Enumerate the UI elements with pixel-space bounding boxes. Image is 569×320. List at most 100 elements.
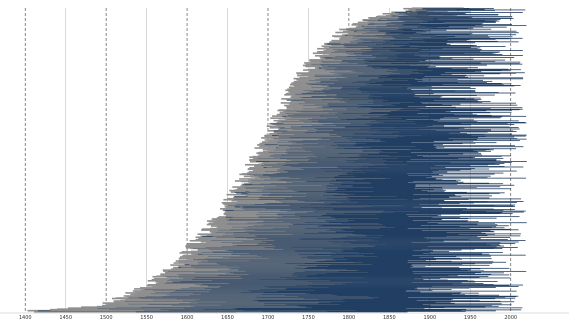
bar-interval <box>249 260 427 262</box>
bar-interval <box>278 136 515 138</box>
bar-interval <box>324 146 524 148</box>
bar-interval <box>371 50 523 51</box>
bar-interval <box>313 210 526 212</box>
bar-interval <box>277 141 412 143</box>
bar-interval <box>363 72 525 74</box>
bar-interval <box>210 240 526 241</box>
bar-interval <box>354 39 448 41</box>
bar-interval <box>395 12 523 13</box>
bar-interval <box>172 281 498 282</box>
bar-interval <box>341 135 526 137</box>
x-tick-label: 1650 <box>221 315 234 320</box>
bar-interval <box>311 87 471 88</box>
x-tick-label: 1850 <box>383 315 396 320</box>
bar-interval <box>299 119 474 121</box>
bar-interval <box>266 241 519 243</box>
bar-interval <box>257 221 428 223</box>
bar-interval <box>334 50 481 52</box>
bar-interval <box>173 290 517 292</box>
bar-interval <box>229 283 484 284</box>
bar-interval <box>317 128 520 130</box>
bar-interval <box>311 120 519 122</box>
bar-interval <box>169 292 462 294</box>
bar-interval <box>310 83 512 85</box>
x-tick-label: 1450 <box>59 315 72 320</box>
bar-interval <box>357 38 496 40</box>
bar-interval <box>328 112 491 114</box>
bar-interval <box>164 282 462 284</box>
bar-interval <box>360 49 482 50</box>
bar-interval <box>378 19 497 21</box>
bar-interval <box>244 186 477 188</box>
bar-interval <box>240 276 489 277</box>
bar-interval <box>282 115 527 117</box>
bar-interval <box>300 177 526 179</box>
bar-interval <box>226 265 411 267</box>
bar-interval <box>295 190 445 192</box>
bar-interval <box>402 24 513 26</box>
bar-interval <box>265 208 467 209</box>
bar-interval <box>246 187 415 189</box>
bar-interval <box>327 103 461 105</box>
bar-interval <box>300 126 426 127</box>
bar-interval <box>343 44 477 46</box>
bar-interval <box>124 300 501 302</box>
bar-interval <box>330 138 527 140</box>
bar-interval <box>207 285 433 287</box>
bar-interval <box>288 114 492 116</box>
bar-interval <box>243 207 422 208</box>
bar-interval <box>195 299 417 301</box>
bar-interval <box>128 297 506 299</box>
bar-interval <box>378 30 517 32</box>
bar-interval <box>97 307 407 309</box>
bar-interval <box>232 244 491 246</box>
bar-interval <box>333 73 501 75</box>
bar-interval <box>311 150 491 152</box>
bar-interval <box>261 194 456 196</box>
bar-interval <box>251 180 457 182</box>
bar-interval <box>263 221 479 223</box>
bar-interval <box>380 18 514 19</box>
bar-interval <box>307 156 476 158</box>
bar-interval <box>308 118 406 120</box>
bar-interval <box>357 35 488 37</box>
bar-interval <box>303 104 518 106</box>
bar-interval <box>228 268 481 270</box>
bar-interval <box>306 192 500 194</box>
bar-interval <box>303 168 490 170</box>
bar-interval <box>239 266 426 268</box>
bar-interval <box>415 9 485 10</box>
bar-interval <box>336 94 414 95</box>
bar-interval <box>346 102 483 104</box>
bar-interval <box>386 24 475 26</box>
bar-interval <box>378 36 513 38</box>
bar-interval <box>152 290 407 292</box>
bar-interval <box>256 189 443 191</box>
bar-interval <box>337 111 512 113</box>
bar-interval <box>382 36 490 38</box>
bar-interval <box>384 34 517 36</box>
bar-interval <box>332 108 523 110</box>
bar-interval <box>358 41 519 43</box>
bar-interval <box>303 148 517 150</box>
bar-interval <box>209 291 406 293</box>
bar-interval <box>324 69 521 71</box>
bar-interval <box>334 68 452 70</box>
bar-interval <box>200 260 452 262</box>
bar-interval <box>398 17 512 19</box>
bar-interval <box>305 82 458 84</box>
bar-interval <box>342 86 432 88</box>
bar-interval <box>230 228 511 230</box>
bar-interval <box>305 195 492 197</box>
bar-interval <box>312 95 443 97</box>
bar-interval <box>398 13 465 14</box>
bar-interval <box>277 169 472 170</box>
bar-interval <box>248 274 492 275</box>
bar-interval <box>310 91 476 92</box>
bar-interval <box>321 184 515 186</box>
bar-interval <box>321 99 482 101</box>
bars-layer <box>27 7 527 313</box>
bar-interval <box>405 13 467 15</box>
bar-interval <box>191 305 493 307</box>
